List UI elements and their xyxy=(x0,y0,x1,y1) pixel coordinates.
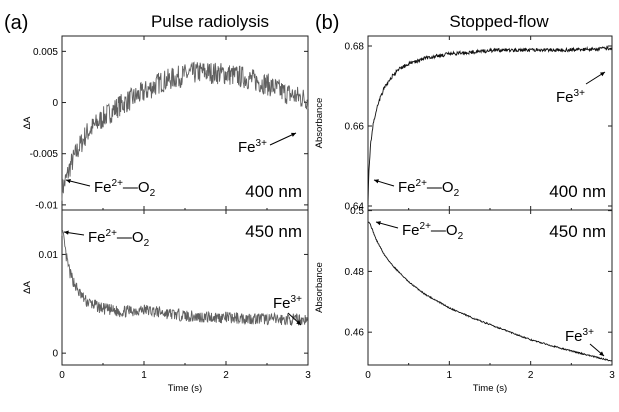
species-annotation: Fe2+—O2 xyxy=(94,178,156,199)
species-annotation: Fe2+—O2 xyxy=(88,228,150,249)
chart-panel-2: 0.64 0.66 0.68 Absorbance 400 nm Fe3+ Fe2+—O2 xyxy=(314,35,613,213)
x-tick-label: 1 xyxy=(447,370,453,381)
panel-label-b: (b) xyxy=(315,12,339,34)
y-tick-label: 0.64 xyxy=(345,202,365,213)
species-annotation: Fe3+ xyxy=(238,138,267,156)
annotation-arrowhead xyxy=(376,221,381,226)
annotation-arrowhead xyxy=(291,132,296,137)
y-tick-label: 0.5 xyxy=(350,206,364,217)
y-axis-label: Absorbance xyxy=(314,98,325,149)
x-tick-label: 0 xyxy=(59,370,65,381)
wavelength-label: 400 nm xyxy=(549,182,606,201)
x-tick-label: 2 xyxy=(223,370,229,381)
x-tick-label: 3 xyxy=(609,370,615,381)
annotation-arrowhead xyxy=(599,351,604,356)
y-tick-label: -0.005 xyxy=(30,149,59,160)
x-tick-label: 3 xyxy=(305,370,311,381)
wavelength-label: 450 nm xyxy=(245,222,302,241)
chart-panel-0: -0.01 -0.005 0 0.005 ΔA 400 nm Fe3+ Fe2+—O2 xyxy=(22,35,309,211)
annotation-arrowhead xyxy=(374,179,379,184)
annotation-arrow xyxy=(269,132,297,146)
x-tick-label: 0 xyxy=(365,370,371,381)
y-tick-label: 0.005 xyxy=(33,47,58,58)
y-tick-label: 0 xyxy=(52,349,58,360)
y-axis-label: Absorbance xyxy=(314,262,325,313)
x-axis-label: Time (s) xyxy=(473,383,507,394)
annotation-arrowhead xyxy=(600,72,605,77)
annotation-arrowhead xyxy=(66,179,71,184)
y-tick-label: 0.68 xyxy=(345,42,365,53)
y-tick-label: -0.01 xyxy=(35,200,58,211)
panel-label-a: (a) xyxy=(4,12,28,34)
kinetic-trace xyxy=(61,61,309,201)
x-tick-label: 1 xyxy=(141,370,147,381)
species-annotation: Fe2+—O2 xyxy=(402,221,464,242)
x-tick-label: 2 xyxy=(528,370,534,381)
kinetic-trace xyxy=(61,229,309,326)
y-tick-label: 0.66 xyxy=(345,122,365,133)
y-tick-label: 0.01 xyxy=(39,250,59,261)
y-tick-label: 0 xyxy=(52,98,58,109)
title-pulse-radiolysis: Pulse radiolysis xyxy=(151,12,269,31)
wavelength-label: 400 nm xyxy=(245,182,302,201)
wavelength-label: 450 nm xyxy=(549,222,606,241)
y-tick-label: 0.48 xyxy=(345,267,365,278)
kinetic-trace xyxy=(367,45,613,204)
y-axis-label: ΔA xyxy=(22,116,33,129)
chart-panel-1: 0 1 2 3 0 0.01 ΔA Time (s) 450 nm Fe2+—O2 Fe3+ xyxy=(22,209,311,394)
species-annotation: Fe3+ xyxy=(556,88,585,106)
chart-panel-3: 0 1 2 3 0.46 0.48 0.5 Absorbance Time (s) 450 nm F… xyxy=(314,206,615,394)
species-annotation: Fe3+ xyxy=(273,294,302,312)
annotation-arrowhead xyxy=(296,320,301,325)
annotation-arrowhead xyxy=(64,230,69,235)
y-tick-label: 0.46 xyxy=(345,328,365,339)
species-annotation: Fe3+ xyxy=(565,327,594,345)
x-axis-label: Time (s) xyxy=(168,383,202,394)
species-annotation: Fe2+—O2 xyxy=(398,178,460,199)
y-axis-label: ΔA xyxy=(22,280,33,293)
kinetic-trace xyxy=(367,221,613,362)
title-stopped-flow: Stopped-flow xyxy=(449,12,549,31)
